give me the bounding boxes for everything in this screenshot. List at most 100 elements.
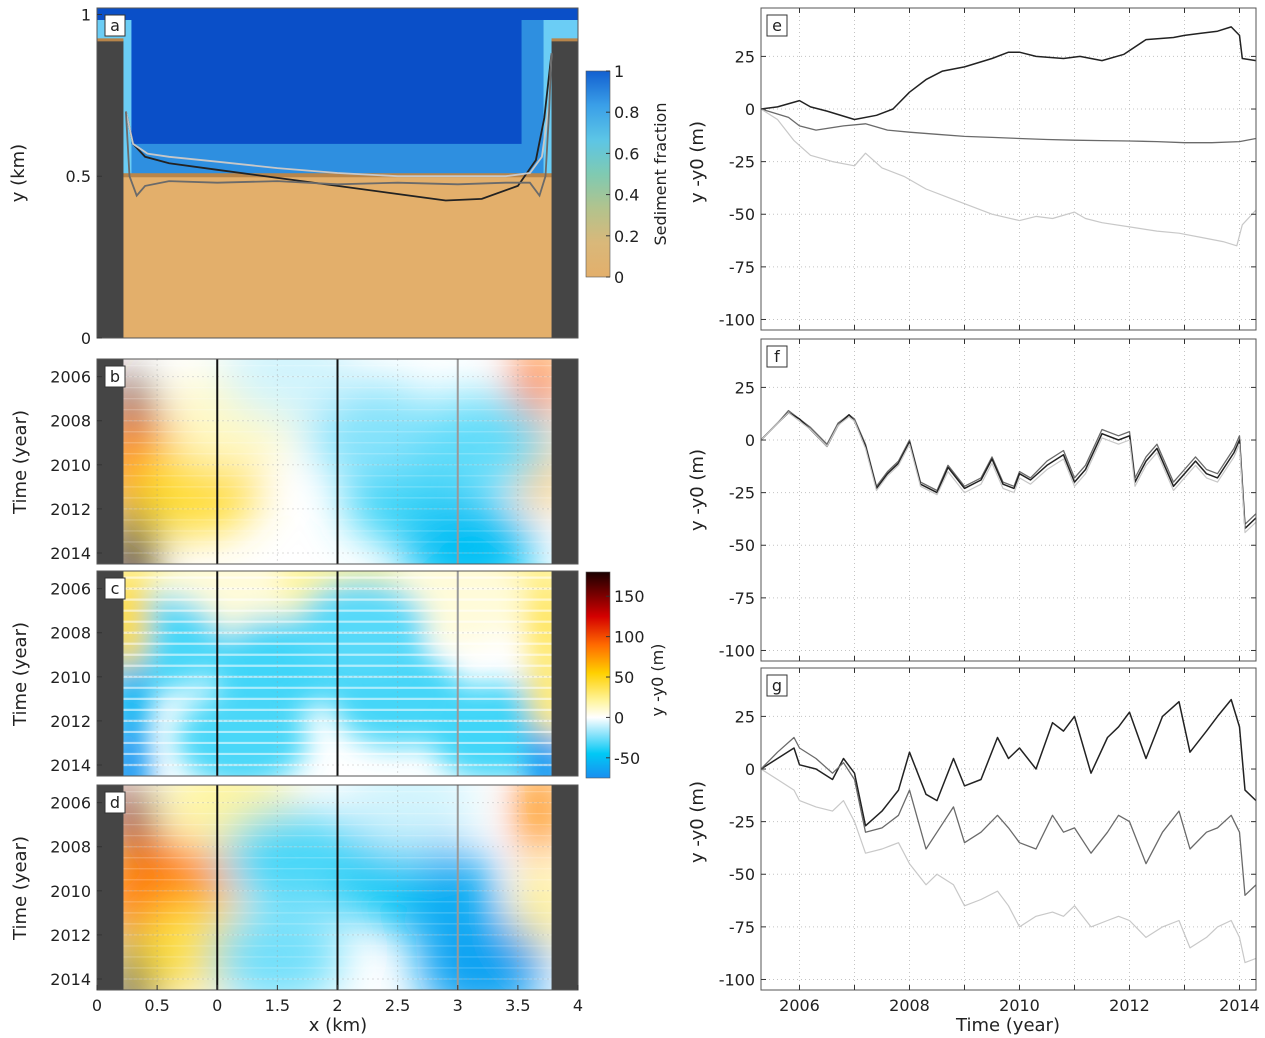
panel-c-frame [96, 570, 579, 777]
ytick-label: -75 [729, 589, 755, 608]
ytick-label: -25 [729, 153, 755, 172]
field-blob [113, 504, 153, 564]
svg-text:e: e [772, 16, 782, 35]
ytick-label: -25 [729, 813, 755, 832]
panel-f-yticks: -100 -75 -50 -25 0 25 [719, 378, 1256, 660]
xtick-label: 3.5 [505, 996, 530, 1015]
panel-e-letter: e [766, 14, 788, 37]
bedrock-right [551, 359, 578, 564]
ytick-label: 2014 [50, 544, 91, 563]
panel-e-grid [761, 8, 1256, 330]
xtick-label: 0 [92, 996, 102, 1015]
colorbar-tick-label: 0.4 [614, 186, 639, 205]
xtick-label: 2014 [1219, 996, 1260, 1015]
field-blob [343, 785, 476, 852]
panel-g-grid [761, 668, 1256, 990]
colorbar-tick-label: 0.8 [614, 103, 639, 122]
colorbar-tick-label: 0.2 [614, 227, 639, 246]
colorbar-tick-label: 150 [614, 587, 645, 606]
sediment-colorbar [585, 70, 611, 278]
sand-region [97, 176, 578, 338]
field-blob [403, 500, 536, 564]
ytick-label: -50 [729, 205, 755, 224]
panel-d-dividers [216, 785, 459, 990]
panel-d-ylabel: Time (year) [10, 836, 31, 941]
ytick-label: 2014 [50, 756, 91, 775]
series-line-dark [761, 698, 1256, 827]
panel-c-letter: c [104, 577, 126, 600]
colorbar-tick-label: -50 [614, 749, 640, 768]
panel-f: -100 -75 -50 -25 0 25 y -y0 (m) f [687, 338, 1257, 662]
ytick-label: 25 [735, 47, 755, 66]
ytick-label: 0 [745, 100, 755, 119]
xtick-label: 1.5 [265, 996, 290, 1015]
field-blob [415, 394, 548, 492]
svg-text:f: f [774, 347, 780, 366]
panel-f-frame [760, 338, 1257, 662]
series-line-dark [761, 411, 1256, 530]
panel-g-ylabel: y -y0 (m) [687, 781, 708, 863]
ytick-label: 2014 [50, 970, 91, 989]
ytick-label: 2012 [50, 926, 91, 945]
panel-f-series [761, 409, 1256, 534]
colorbar-tick-label: 0 [614, 268, 624, 287]
panel-c-yticks: 2006 2008 2010 2012 2014 [50, 580, 102, 775]
series-line-dark [761, 26, 1256, 121]
panel-a-yticks: 00.51 [66, 5, 102, 348]
ytick-label: 2012 [50, 500, 91, 519]
bedrock-right [551, 785, 578, 990]
bedrock-right [551, 571, 578, 776]
xtick-label: 0.5 [144, 996, 169, 1015]
xtick-label: 2006 [779, 996, 820, 1015]
panel-g-xticks: 2006 2008 2010 2012 2014 [779, 668, 1260, 1015]
ytick-label: 2010 [50, 456, 91, 475]
panel-e-frame [760, 7, 1257, 331]
series-line-light [761, 412, 1256, 534]
panel-f-xticks [799, 339, 1240, 661]
shoreline-curves [125, 53, 553, 202]
ytick-label: -100 [719, 641, 755, 660]
ytick-label: 1 [81, 5, 91, 24]
sediment-colorbar-label: Sediment fraction [651, 103, 670, 246]
xtick-label: 2008 [889, 996, 930, 1015]
panel-a-ylabel: y (km) [8, 144, 29, 202]
field-blob [517, 785, 562, 858]
panel-c-dividers [216, 571, 459, 776]
xtick-label: 4 [573, 996, 583, 1015]
ytick-label: -75 [729, 918, 755, 937]
panel-e-ylabel: y -y0 (m) [687, 121, 708, 203]
ytick-label: -100 [719, 970, 755, 989]
panel-b: 2006 2008 2010 2012 2014 Time (year) b [10, 358, 579, 565]
svg-text:d: d [110, 793, 120, 812]
panel-a-letter: a [104, 14, 126, 37]
field-blob [295, 579, 428, 677]
panel-d: 2006 2008 2010 2012 2014 0 0.5 0 1.5 2 2.5 3 3.5 4 T… [10, 784, 583, 1036]
ytick-label: -50 [729, 536, 755, 555]
bedrock-left [97, 571, 124, 776]
ytick-label: 0 [745, 760, 755, 779]
ytick-label: 2010 [50, 882, 91, 901]
ytick-label: -50 [729, 865, 755, 884]
diverging-colorbar-label: y -y0 (m) [648, 644, 667, 717]
panel-d-xticks: 0 0.5 0 1.5 2 2.5 3 3.5 4 [92, 985, 583, 1015]
panel-b-frame [96, 358, 579, 565]
shoreline-mid [125, 53, 553, 198]
field-blob [211, 908, 344, 990]
xtick-label: 0 [212, 996, 222, 1015]
panel-f-grid [761, 339, 1256, 661]
panel-c-ylabel: Time (year) [10, 622, 31, 727]
ytick-label: 2012 [50, 712, 91, 731]
deep-water-region [131, 8, 522, 144]
panel-g-yticks: -100 -75 -50 -25 0 25 [719, 707, 1256, 989]
colorbar-tick-label: 100 [614, 628, 645, 647]
panel-b-field [97, 359, 564, 564]
bedrock-left [97, 40, 124, 338]
ytick-label: 2008 [50, 412, 91, 431]
ytick-label: 2006 [50, 794, 91, 813]
ytick-label: 0.5 [66, 167, 91, 186]
colorbar-tick-label: 50 [614, 668, 634, 687]
ytick-label: 2006 [50, 368, 91, 387]
svg-text:g: g [772, 676, 782, 695]
xtick-label: 2 [332, 996, 342, 1015]
panel-b-dividers [216, 359, 459, 564]
